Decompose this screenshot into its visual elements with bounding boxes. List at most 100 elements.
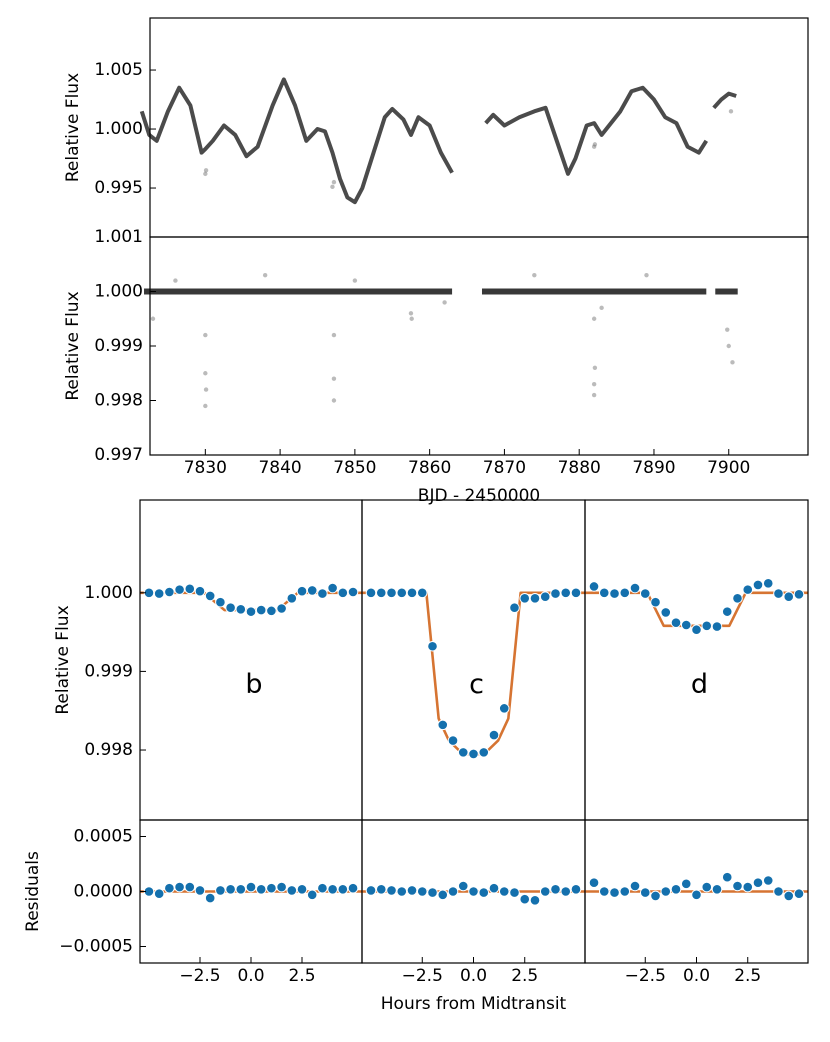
y-axis-label: Residuals bbox=[23, 851, 43, 932]
data-point bbox=[732, 592, 743, 604]
x-tick-label: 0.0 bbox=[237, 966, 264, 986]
data-point bbox=[639, 887, 651, 898]
x-tick-label: 2.5 bbox=[511, 966, 538, 986]
data-point bbox=[306, 585, 318, 596]
data-point bbox=[447, 886, 459, 897]
data-point bbox=[742, 584, 754, 595]
data-point bbox=[498, 703, 510, 714]
data-point bbox=[488, 729, 500, 741]
data-point bbox=[225, 602, 236, 614]
data-point bbox=[396, 886, 408, 897]
y-tick-label: 1.005 bbox=[94, 60, 143, 80]
data-point bbox=[783, 890, 795, 902]
x-tick-label: −2.5 bbox=[179, 966, 220, 986]
series-line bbox=[139, 77, 737, 205]
data-point bbox=[286, 592, 298, 604]
data-point bbox=[539, 591, 551, 603]
data-point bbox=[468, 886, 479, 897]
data-point bbox=[660, 607, 672, 618]
panel-label: d bbox=[691, 669, 708, 700]
x-tick-label: 7880 bbox=[558, 458, 601, 478]
data-point bbox=[488, 882, 500, 894]
data-point bbox=[509, 602, 520, 614]
data-point bbox=[509, 887, 520, 898]
data-point bbox=[650, 596, 661, 608]
data-point bbox=[592, 142, 598, 147]
data-point bbox=[375, 884, 387, 895]
data-point bbox=[255, 884, 267, 895]
data-point bbox=[204, 590, 216, 602]
data-point bbox=[408, 311, 414, 316]
data-point bbox=[174, 584, 185, 595]
data-point bbox=[539, 886, 551, 897]
data-point bbox=[639, 588, 651, 599]
panel-label: c bbox=[469, 669, 484, 700]
data-point bbox=[457, 880, 469, 892]
data-point bbox=[427, 887, 438, 898]
y-axis-label: Relative Flux bbox=[53, 605, 73, 714]
data-point bbox=[153, 888, 165, 900]
data-point bbox=[235, 603, 247, 615]
y-tick-label: 0.0005 bbox=[74, 827, 133, 847]
data-point bbox=[660, 886, 672, 897]
data-point bbox=[203, 403, 208, 409]
data-point bbox=[730, 360, 735, 365]
x-tick-label: 7860 bbox=[408, 458, 451, 478]
data-point bbox=[203, 171, 208, 177]
data-point bbox=[752, 579, 764, 591]
data-point bbox=[619, 886, 631, 897]
x-tick-label: −2.5 bbox=[625, 966, 666, 986]
data-point bbox=[680, 619, 692, 631]
data-point bbox=[276, 881, 287, 893]
data-point bbox=[519, 592, 531, 604]
data-point bbox=[691, 889, 702, 901]
data-point bbox=[550, 884, 561, 895]
data-point bbox=[783, 591, 795, 603]
data-point bbox=[194, 885, 206, 896]
y-tick-label: 0.998 bbox=[84, 740, 133, 760]
data-point bbox=[629, 880, 641, 892]
data-point bbox=[296, 585, 308, 597]
axes-frame bbox=[149, 236, 809, 456]
data-point bbox=[184, 583, 196, 595]
data-point bbox=[203, 168, 209, 173]
data-point bbox=[375, 587, 387, 599]
data-point bbox=[164, 586, 175, 598]
data-point bbox=[262, 272, 268, 278]
series-line bbox=[585, 591, 808, 628]
data-point bbox=[588, 581, 600, 592]
y-axis-label: Relative Flux bbox=[63, 73, 83, 182]
data-point bbox=[478, 747, 490, 758]
y-tick-label: −0.0005 bbox=[59, 937, 133, 957]
data-point bbox=[317, 882, 328, 894]
data-point bbox=[598, 886, 610, 897]
data-point bbox=[793, 589, 805, 600]
data-point bbox=[529, 895, 541, 906]
data-point bbox=[619, 587, 631, 599]
x-tick-label: 0.0 bbox=[683, 966, 710, 986]
data-point bbox=[317, 588, 328, 599]
data-point bbox=[532, 272, 537, 278]
data-point bbox=[203, 332, 208, 338]
data-point bbox=[570, 884, 582, 895]
y-axis-label: Relative Flux bbox=[63, 291, 83, 400]
data-point bbox=[427, 640, 438, 652]
data-point bbox=[691, 624, 702, 636]
data-point bbox=[330, 184, 335, 190]
data-point bbox=[203, 387, 209, 392]
data-point bbox=[347, 882, 359, 894]
data-point bbox=[331, 332, 337, 338]
y-tick-label: 0.995 bbox=[94, 178, 143, 198]
x-tick-label: 7900 bbox=[707, 458, 750, 478]
data-point bbox=[752, 877, 764, 889]
data-point bbox=[468, 748, 479, 760]
x-tick-label: 7870 bbox=[483, 458, 526, 478]
x-axis-label: Hours from Midtransit bbox=[381, 994, 567, 1014]
data-point bbox=[591, 144, 597, 149]
data-point bbox=[592, 365, 598, 370]
axes-frame bbox=[584, 499, 809, 821]
data-point bbox=[447, 735, 459, 746]
data-point bbox=[203, 371, 208, 376]
data-point bbox=[598, 587, 610, 599]
data-point bbox=[406, 587, 418, 599]
